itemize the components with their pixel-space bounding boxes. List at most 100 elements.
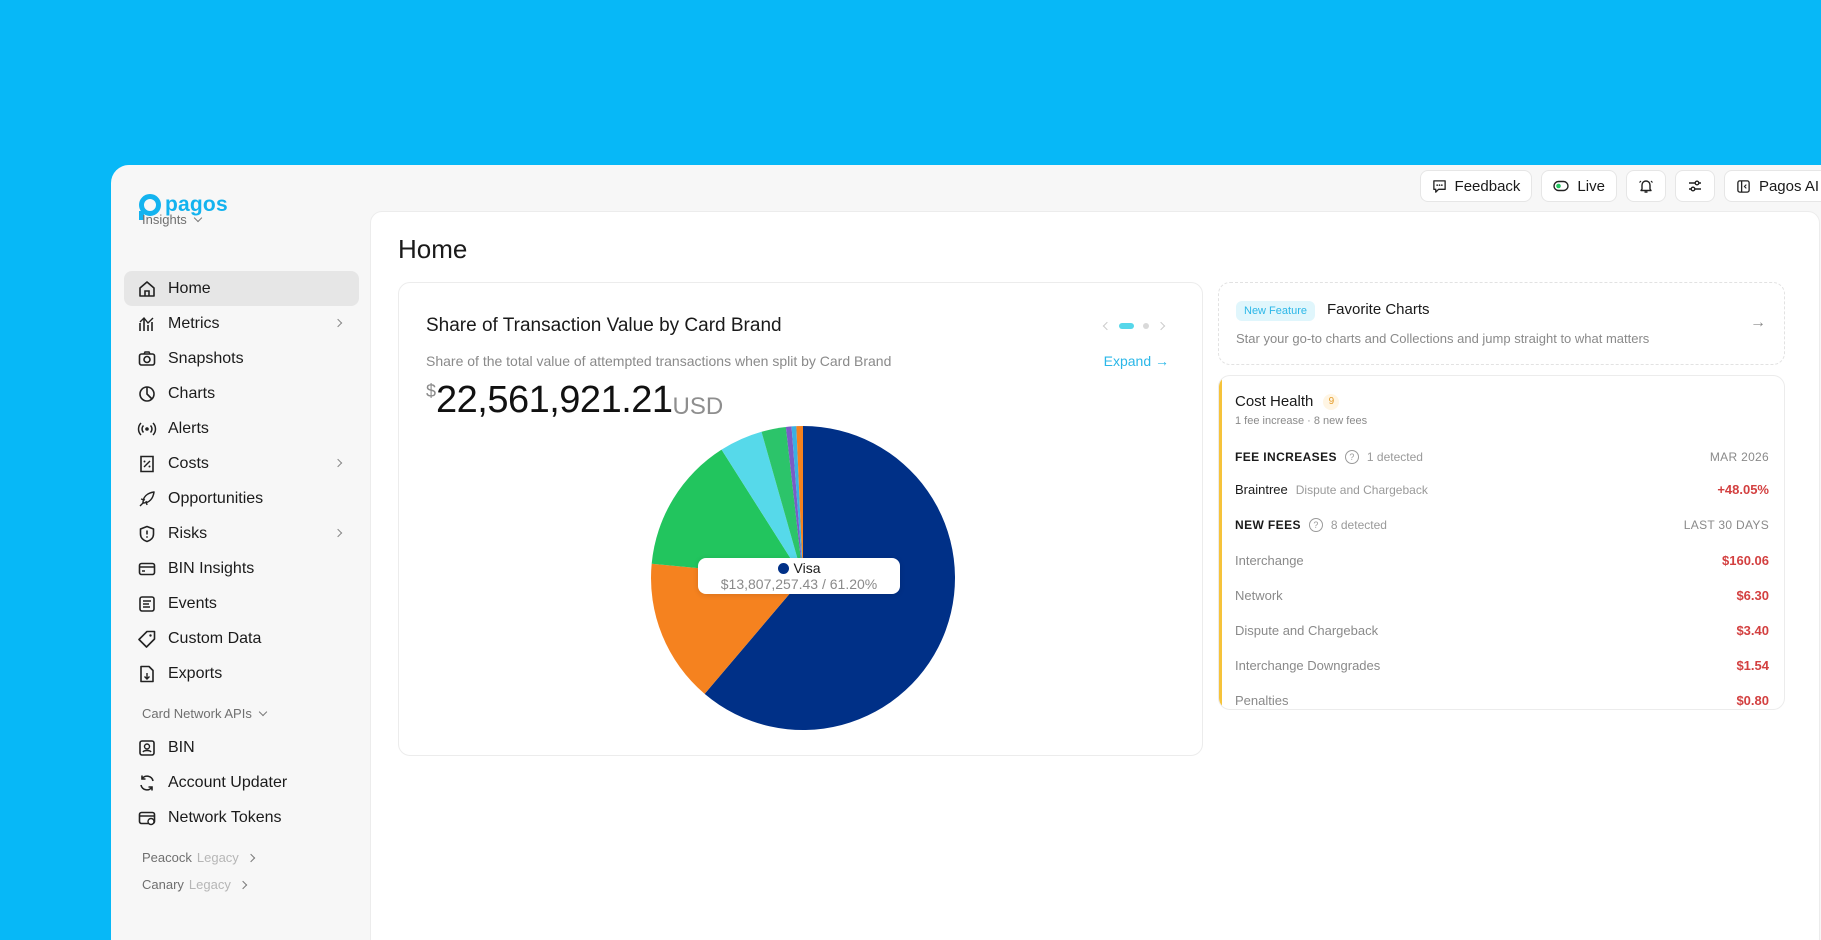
- new-fees-count: 8 detected: [1330, 518, 1387, 532]
- insights-section-label: Insights: [142, 212, 187, 227]
- chevron-right-icon[interactable]: [333, 318, 343, 328]
- pagos-logo-icon: [139, 194, 161, 220]
- insights-section-toggle[interactable]: Insights: [142, 212, 203, 227]
- help-icon[interactable]: ?: [1344, 450, 1359, 464]
- pie-icon: [137, 384, 157, 404]
- pagos-ai-label: Pagos AI: [1758, 177, 1819, 195]
- rocket-icon: [137, 489, 157, 509]
- favorite-charts-card[interactable]: New Feature Favorite Charts Star your go…: [1218, 282, 1785, 365]
- sidebar-item-snapshots[interactable]: Snapshots: [124, 341, 359, 376]
- total-value: $ 22,561,921.21 USD: [426, 379, 723, 422]
- arrow-right-icon[interactable]: →: [1750, 314, 1766, 331]
- chart-card: Share of Transaction Value by Card Brand…: [398, 282, 1203, 756]
- new-fees-header: NEW FEES ? 8 detected LAST 30 DAYS: [1235, 518, 1769, 532]
- fee-increases-count: 1 detected: [1366, 450, 1423, 464]
- notifications-button[interactable]: [1625, 170, 1666, 202]
- sidebar-item-label: Exports: [168, 664, 223, 682]
- chevron-left-icon[interactable]: [1102, 321, 1112, 331]
- shield-icon: [137, 524, 157, 544]
- chevron-down-icon: [258, 707, 268, 716]
- sidebar-item-label: Risks: [168, 524, 208, 542]
- pie-slice-4[interactable]: [761, 426, 803, 578]
- fee-increase-row[interactable]: Braintree Dispute and Chargeback +48.05%: [1235, 482, 1769, 497]
- chevron-right-icon[interactable]: [333, 458, 343, 468]
- chevron-right-icon[interactable]: [1156, 321, 1166, 331]
- new-fee-row[interactable]: Interchange Downgrades $1.54: [1235, 658, 1769, 673]
- sidebar-item-alerts[interactable]: Alerts: [124, 411, 359, 446]
- new-fee-row[interactable]: Dispute and Chargeback $3.40: [1235, 623, 1769, 638]
- app-window: pagos Insights Home Metrics Snapshots Chart…: [111, 165, 1821, 940]
- fee-increases-label: FEE INCREASES: [1235, 450, 1337, 464]
- sidebar-item-bin-insights[interactable]: BIN Insights: [124, 551, 359, 586]
- legacy-tag: Legacy: [188, 877, 231, 892]
- live-toggle-button[interactable]: Live: [1541, 170, 1617, 202]
- pager-dot-active[interactable]: [1119, 323, 1134, 329]
- pagos-logo[interactable]: pagos: [139, 193, 228, 220]
- pie-slice-2[interactable]: [651, 449, 803, 578]
- canary-label: Canary: [142, 877, 184, 892]
- new-fee-value: $160.06: [1722, 553, 1769, 568]
- feedback-icon: [1432, 179, 1446, 193]
- new-fee-row[interactable]: Penalties $0.80: [1235, 693, 1769, 708]
- sidebar-api-nav: BIN Account Updater Network Tokens: [124, 730, 359, 835]
- new-feature-badge: New Feature: [1236, 301, 1315, 321]
- new-fee-value: $0.80: [1736, 693, 1769, 708]
- sidebar-item-label: Account Updater: [168, 773, 288, 791]
- new-fees-period: LAST 30 DAYS: [1683, 518, 1769, 532]
- pie-slice-7[interactable]: [796, 426, 803, 578]
- fee-increases-period: MAR 2026: [1709, 450, 1769, 464]
- sidebar-item-custom-data[interactable]: Custom Data: [124, 621, 359, 656]
- new-fees-label: NEW FEES: [1235, 518, 1301, 532]
- sidebar-item-label: Costs: [168, 454, 209, 472]
- increase-category: Dispute and Chargeback: [1295, 482, 1428, 497]
- arrow-right-icon: →: [1155, 353, 1169, 369]
- refresh-icon: [137, 773, 157, 793]
- tag-icon: [137, 629, 157, 649]
- sidebar-item-label: Custom Data: [168, 629, 262, 647]
- sidebar-item-events[interactable]: Events: [124, 586, 359, 621]
- new-fee-value: $6.30: [1736, 588, 1769, 603]
- sidebar-item-peacock[interactable]: Peacock Legacy: [142, 850, 256, 865]
- sidebar-item-label: Opportunities: [168, 489, 264, 507]
- sidebar-item-exports[interactable]: Exports: [124, 656, 359, 691]
- sidebar-item-charts[interactable]: Charts: [124, 376, 359, 411]
- sidebar-item-bin[interactable]: BIN: [124, 730, 359, 765]
- pie-slice-3[interactable]: [721, 431, 803, 578]
- pager-dot[interactable]: [1143, 323, 1149, 329]
- new-fee-row[interactable]: Interchange $160.06: [1235, 553, 1769, 568]
- expand-link[interactable]: Expand →: [1104, 353, 1169, 369]
- settings-button[interactable]: [1674, 170, 1715, 202]
- new-fee-row[interactable]: Network $6.30: [1235, 588, 1769, 603]
- feedback-button[interactable]: Feedback: [1419, 170, 1533, 202]
- peacock-label: Peacock: [142, 850, 192, 865]
- sidebar-item-canary[interactable]: Canary Legacy: [142, 877, 248, 892]
- pagos-ai-button[interactable]: Pagos AI: [1723, 170, 1821, 202]
- new-fee-label: Interchange Downgrades: [1235, 658, 1381, 673]
- sidebar-item-risks[interactable]: Risks: [124, 516, 359, 551]
- sidebar-item-costs[interactable]: Costs: [124, 446, 359, 481]
- new-fee-value: $3.40: [1736, 623, 1769, 638]
- chart-tooltip: Visa $13,807,257.43 / 61.20%: [698, 558, 900, 594]
- pie-slice-1[interactable]: [651, 563, 803, 694]
- expand-label: Expand: [1103, 353, 1152, 369]
- chart-title: Share of Transaction Value by Card Brand: [426, 315, 782, 336]
- pie-chart[interactable]: [650, 425, 956, 731]
- sidebar-item-home[interactable]: Home: [124, 271, 359, 306]
- sidebar-item-opportunities[interactable]: Opportunities: [124, 481, 359, 516]
- card-network-section-toggle[interactable]: Card Network APIs: [142, 706, 268, 721]
- chart-subtitle: Share of the total value of attempted tr…: [426, 353, 892, 369]
- chevron-down-icon: [193, 213, 203, 222]
- file-export-icon: [137, 664, 157, 684]
- sidebar-item-label: BIN Insights: [168, 559, 255, 577]
- chevron-right-icon[interactable]: [333, 528, 343, 538]
- pie-slice-6[interactable]: [791, 426, 803, 578]
- sidebar-item-account-updater[interactable]: Account Updater: [124, 765, 359, 800]
- cost-health-count-badge: 9: [1323, 393, 1340, 410]
- sidebar-item-network-tokens[interactable]: Network Tokens: [124, 800, 359, 835]
- pie-slice-5[interactable]: [785, 426, 803, 578]
- help-icon[interactable]: ?: [1308, 518, 1323, 532]
- cost-health-card: Cost Health 9 1 fee increase · 8 new fee…: [1218, 375, 1785, 710]
- token-icon: [137, 808, 157, 828]
- logo-text: pagos: [165, 193, 228, 216]
- sidebar-item-metrics[interactable]: Metrics: [124, 306, 359, 341]
